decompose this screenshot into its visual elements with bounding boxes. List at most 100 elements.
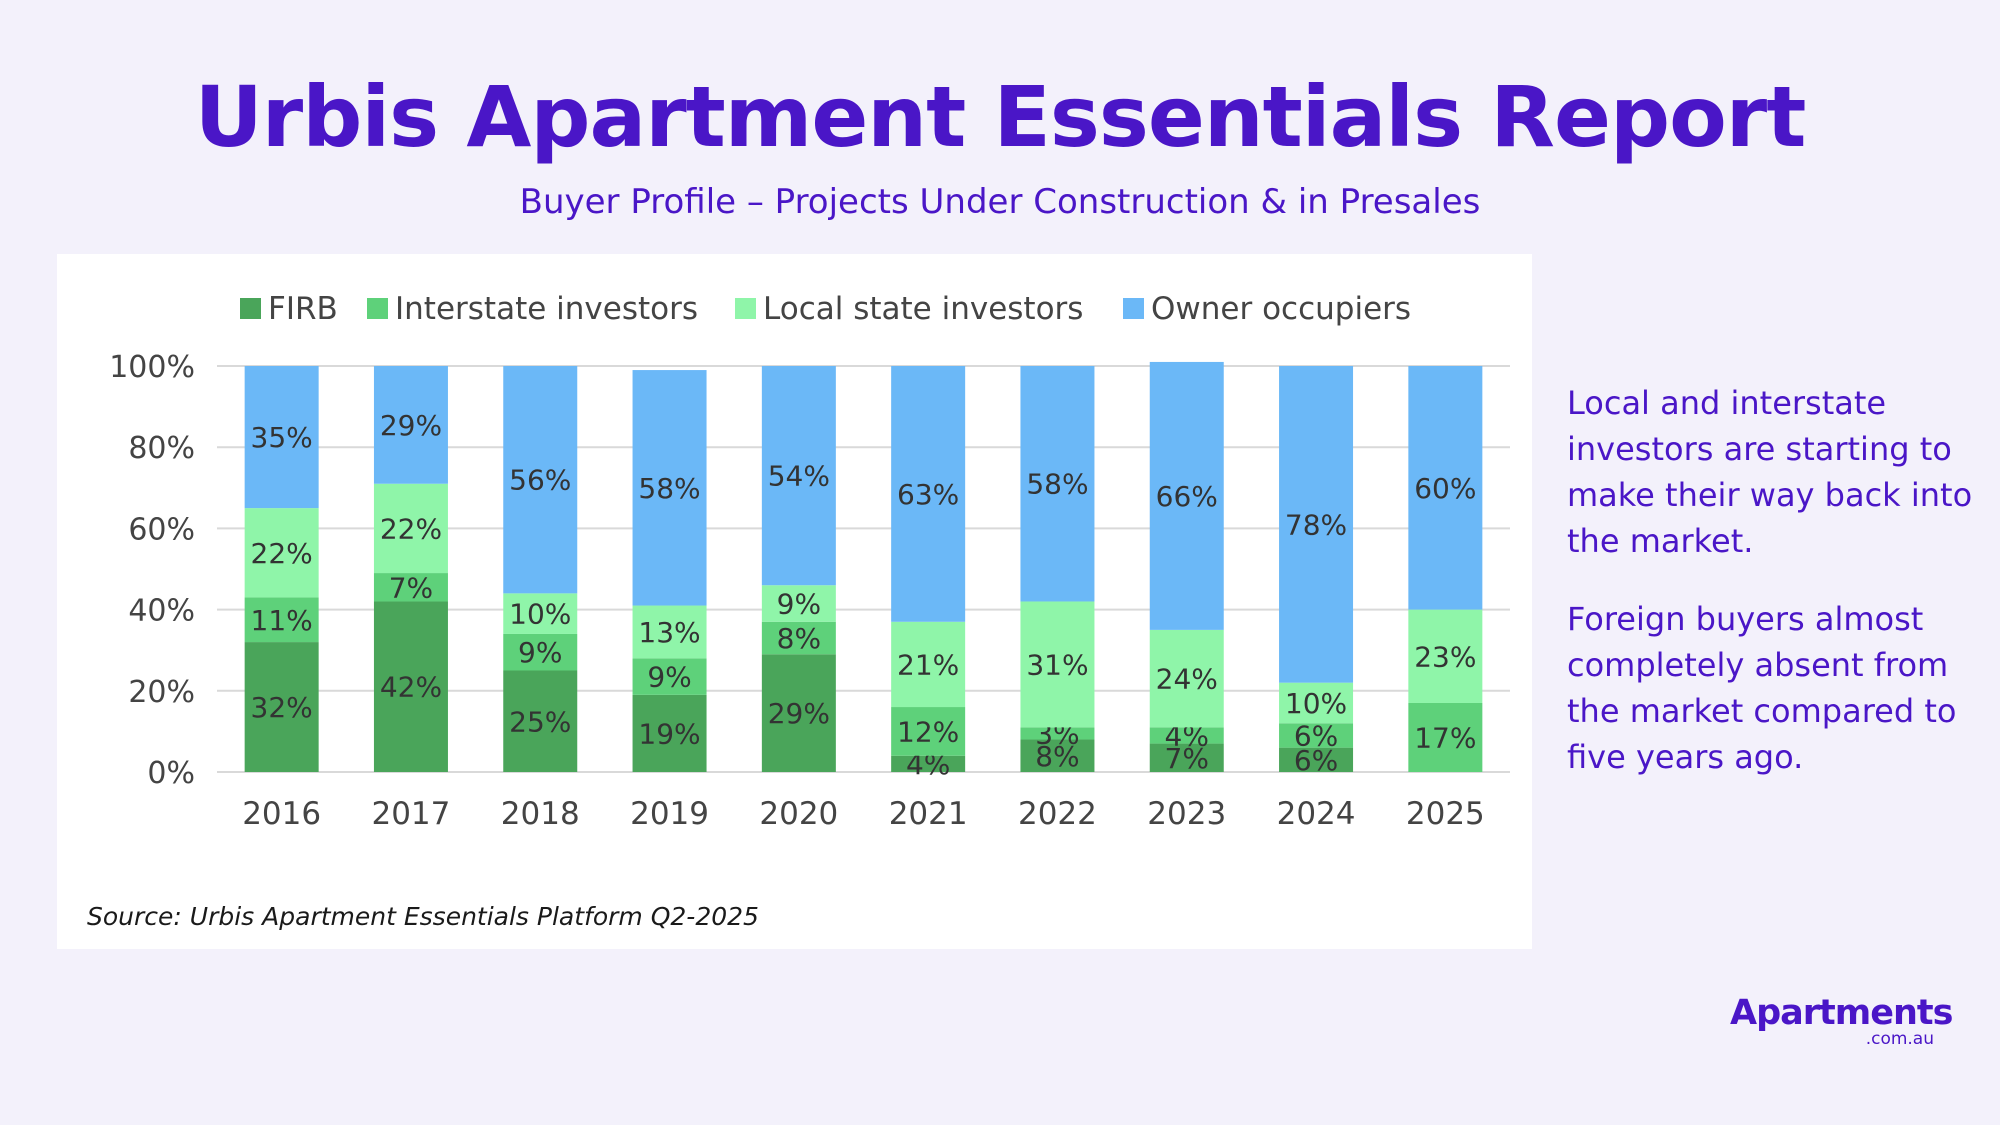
bar-data-label: 7%	[389, 571, 433, 604]
bar-segment	[373, 483, 448, 574]
stacked-bar-chart: FIRB Interstate investors Local state inve…	[109, 291, 1510, 832]
x-tick-label: 2016	[242, 796, 321, 832]
bar-data-label: 12%	[897, 715, 959, 748]
bar-segment	[503, 633, 578, 671]
bar-segment	[1408, 366, 1483, 610]
bar-data-label: 31%	[1026, 648, 1088, 681]
bar-segment	[891, 366, 966, 622]
x-tick-label: 2025	[1406, 796, 1485, 832]
bar-data-label: 23%	[1414, 640, 1476, 673]
bar-data-label: 17%	[1414, 721, 1476, 754]
y-tick-label: 20%	[128, 675, 195, 710]
y-tick-label: 80%	[128, 431, 195, 466]
bar-segment	[1279, 747, 1354, 772]
brand-name: Apartments	[1730, 993, 1953, 1033]
bar-data-label: 54%	[768, 460, 830, 493]
bar-segment	[761, 366, 836, 586]
page-subtitle: Buyer Profile – Projects Under Construct…	[519, 182, 1481, 222]
bar-data-label: 7%	[1165, 742, 1209, 775]
legend-swatch	[735, 298, 756, 319]
bar-data-label: 56%	[509, 464, 571, 497]
x-tick-label: 2021	[889, 796, 968, 832]
bar-data-label: 9%	[647, 661, 691, 694]
bar-data-label: 58%	[1026, 468, 1088, 501]
bar-data-label: 19%	[638, 717, 700, 750]
x-tick-label: 2019	[630, 796, 709, 832]
bar-data-label: 22%	[380, 512, 442, 545]
bar-data-label: 78%	[1285, 508, 1347, 541]
bar-segment	[244, 642, 319, 772]
x-tick-label: 2023	[1147, 796, 1226, 832]
bar-segment	[244, 597, 319, 643]
bar-data-label: 9%	[777, 588, 821, 621]
bar-segment	[761, 621, 836, 655]
y-tick-label: 40%	[128, 594, 195, 629]
bar-data-label: 22%	[251, 537, 313, 570]
bar-data-label: 42%	[380, 671, 442, 704]
legend-label: Owner occupiers	[1151, 291, 1411, 327]
bar-segment	[1408, 702, 1483, 772]
y-axis: 0% 20% 40% 60% 80% 100%	[109, 350, 195, 791]
bar-segment	[761, 654, 836, 772]
bar-segment	[1149, 629, 1224, 728]
bar-segment	[632, 370, 707, 606]
source-note: Source: Urbis Apartment Essentials Platf…	[87, 902, 759, 931]
legend-swatch	[367, 298, 388, 319]
bar-data-label: 9%	[518, 636, 562, 669]
bar-data-label: 13%	[638, 616, 700, 649]
legend-label: Local state investors	[763, 291, 1083, 327]
insight-note-investors: Local and interstate investors are start…	[1567, 384, 1973, 560]
bar-segment	[244, 366, 319, 509]
bar-segment	[373, 573, 448, 602]
bar-data-label: 63%	[897, 478, 959, 511]
legend-swatch	[240, 298, 261, 319]
chart-panel: FIRB Interstate investors Local state inve…	[57, 254, 1532, 949]
bar-segment	[1279, 723, 1354, 748]
bar-segment	[1149, 743, 1224, 772]
bar-data-label: 58%	[638, 472, 700, 505]
bar-segment	[1020, 739, 1095, 772]
bar-segment	[1020, 601, 1095, 728]
bar-segment	[1279, 366, 1354, 683]
brand-domain: .com.au	[1865, 1029, 1934, 1049]
bar-segment	[891, 621, 966, 708]
bar-data-label: 24%	[1156, 663, 1218, 696]
bar-segment	[1149, 361, 1224, 630]
bar-segment	[632, 694, 707, 772]
bar-segment	[1020, 366, 1095, 602]
legend-label: Interstate investors	[395, 291, 698, 327]
bar-segment	[244, 508, 319, 598]
bar-data-label: 32%	[251, 691, 313, 724]
bar-data-label: 66%	[1156, 480, 1218, 513]
legend-swatch	[1123, 298, 1144, 319]
bar-data-label: 8%	[777, 622, 821, 655]
legend-label: FIRB	[268, 291, 338, 327]
bar-data-label: 35%	[251, 421, 313, 454]
page-title: Urbis Apartment Essentials Report	[194, 68, 1807, 166]
bar-data-label: 8%	[1035, 740, 1079, 773]
y-tick-label: 0%	[147, 756, 195, 791]
x-tick-label: 2017	[371, 796, 450, 832]
x-tick-label: 2024	[1277, 796, 1356, 832]
brand-logo: Apartments .com.au	[1730, 993, 1953, 1049]
x-tick-label: 2018	[501, 796, 580, 832]
x-axis: 2016 2017 2018 2019 2020 2021 2022 2023 2024 2025	[242, 796, 1485, 832]
bar-data-label: 29%	[768, 697, 830, 730]
bar-segment	[1149, 727, 1224, 744]
bar-segment	[761, 585, 836, 622]
bar-segment	[503, 593, 578, 634]
bar-segment	[1020, 727, 1095, 740]
x-tick-label: 2022	[1018, 796, 1097, 832]
bar-segment	[891, 755, 966, 772]
bar-segment	[373, 366, 448, 484]
chart-legend: FIRB Interstate investors Local state inve…	[240, 291, 1411, 327]
y-tick-label: 100%	[109, 350, 195, 385]
bar-segment	[373, 601, 448, 772]
bar-data-label: 10%	[1285, 687, 1347, 720]
bar-data-label: 10%	[509, 598, 571, 631]
bar-segment	[1279, 682, 1354, 724]
bar-data-label: 6%	[1294, 719, 1338, 752]
bar-data-label: 60%	[1414, 472, 1476, 505]
bar-data-label: 25%	[509, 705, 571, 738]
bar-data-label: 21%	[897, 648, 959, 681]
